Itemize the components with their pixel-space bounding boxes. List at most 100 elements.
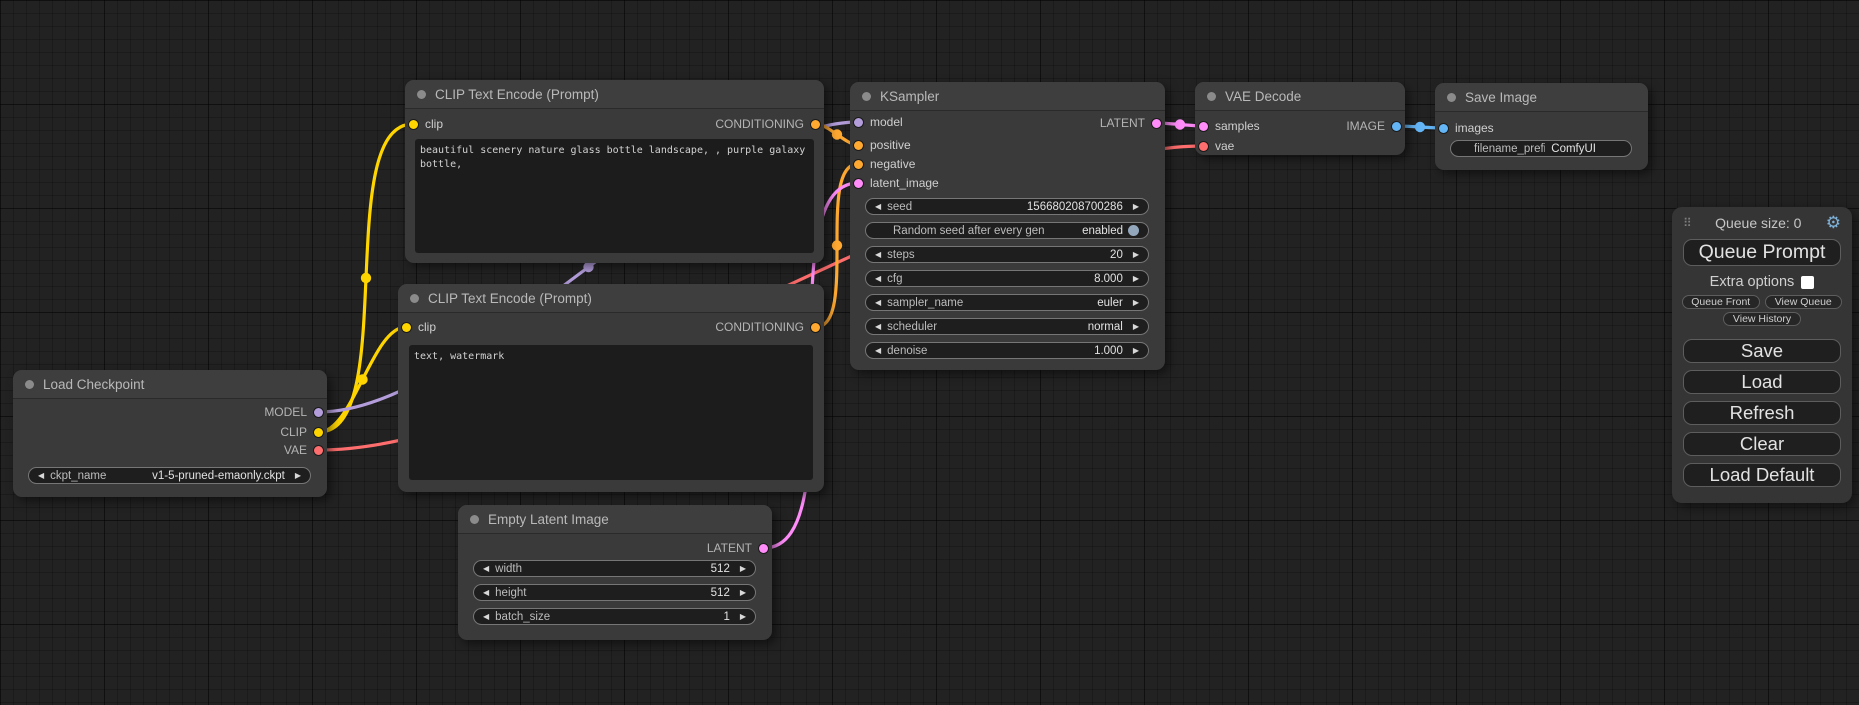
input-port-images[interactable]: images <box>1435 120 1494 136</box>
increment-arrow-icon[interactable]: ▶ <box>739 587 746 597</box>
node-clip-encode-negative[interactable]: CLIP Text Encode (Prompt) clip CONDITIONIN… <box>398 284 824 492</box>
widget-height[interactable]: ◀ height 512 ▶ <box>473 584 756 601</box>
node-collapse-dot[interactable] <box>410 293 419 303</box>
node-collapse-dot[interactable] <box>25 379 34 389</box>
vae-port-dot-icon[interactable] <box>1199 141 1208 151</box>
node-clip-encode-positive[interactable]: CLIP Text Encode (Prompt) clip CONDITIONIN… <box>405 80 824 263</box>
decrement-arrow-icon[interactable]: ◀ <box>875 249 882 259</box>
input-port-label: model <box>870 115 903 129</box>
decrement-arrow-icon[interactable]: ◀ <box>875 273 882 283</box>
clip-port-dot-icon[interactable] <box>402 322 411 332</box>
node-collapse-dot[interactable] <box>1447 92 1456 102</box>
increment-arrow-icon[interactable]: ▶ <box>739 611 746 621</box>
increment-arrow-icon[interactable]: ▶ <box>1132 321 1139 331</box>
output-port-conditioning[interactable]: CONDITIONING <box>715 319 824 335</box>
input-port-clip[interactable]: clip <box>398 319 436 335</box>
toggle-dot-icon[interactable] <box>1128 225 1139 236</box>
output-port-vae[interactable]: VAE <box>284 442 327 458</box>
node-load-checkpoint[interactable]: Load Checkpoint MODEL CLIP VAE ◀ ckpt_name v1-… <box>13 370 327 497</box>
decrement-arrow-icon[interactable]: ◀ <box>483 563 490 573</box>
view-queue-button[interactable]: View Queue <box>1764 295 1842 309</box>
queue-front-button[interactable]: Queue Front <box>1682 295 1760 309</box>
output-port-image[interactable]: IMAGE <box>1346 118 1405 134</box>
widget-seed[interactable]: ◀ seed 156680208700286 ▶ <box>865 198 1149 215</box>
clear-button[interactable]: Clear <box>1683 432 1841 456</box>
load-button[interactable]: Load <box>1683 370 1841 394</box>
input-port-clip[interactable]: clip <box>405 116 443 132</box>
images-port-dot-icon[interactable] <box>1439 123 1448 133</box>
clip-port-dot-icon[interactable] <box>314 427 323 437</box>
increment-arrow-icon[interactable]: ▶ <box>1132 273 1139 283</box>
prompt-textarea[interactable]: beautiful scenery nature glass bottle la… <box>415 139 814 253</box>
latent_image-port-dot-icon[interactable] <box>854 178 863 188</box>
model-port-dot-icon[interactable] <box>854 117 863 127</box>
view-history-button[interactable]: View History <box>1723 312 1801 326</box>
widget-scheduler[interactable]: ◀ scheduler normal ▶ <box>865 318 1149 335</box>
negative-port-dot-icon[interactable] <box>854 159 863 169</box>
output-port-conditioning[interactable]: CONDITIONING <box>715 116 824 132</box>
latent-port-dot-icon[interactable] <box>1152 118 1161 128</box>
node-ksampler[interactable]: KSampler model positive negative latent_imag… <box>850 82 1165 370</box>
widget-sampler_name[interactable]: ◀ sampler_name euler ▶ <box>865 294 1149 311</box>
queue-prompt-button[interactable]: Queue Prompt <box>1683 239 1841 266</box>
decrement-arrow-icon[interactable]: ◀ <box>875 201 882 211</box>
output-port-model[interactable]: MODEL <box>264 404 327 420</box>
input-port-samples[interactable]: samples <box>1195 118 1260 134</box>
image-port-dot-icon[interactable] <box>1392 121 1401 131</box>
increment-arrow-icon[interactable]: ▶ <box>1132 345 1139 355</box>
prompt-textarea[interactable]: text, watermark <box>409 345 813 480</box>
conditioning-port-dot-icon[interactable] <box>811 119 820 129</box>
decrement-arrow-icon[interactable]: ◀ <box>483 587 490 597</box>
save-button[interactable]: Save <box>1683 339 1841 363</box>
node-empty-latent-image[interactable]: Empty Latent Image LATENT ◀ width 512 ▶ ◀ heigh… <box>458 505 772 640</box>
output-port-latent[interactable]: LATENT <box>707 540 772 556</box>
widget-steps[interactable]: ◀ steps 20 ▶ <box>865 246 1149 263</box>
node-save-image[interactable]: Save Image images filename_prefix ComfyUI <box>1435 83 1648 170</box>
node-vae-decode[interactable]: VAE Decode samples vae IMAGE <box>1195 82 1405 155</box>
decrement-arrow-icon[interactable]: ◀ <box>483 611 490 621</box>
increment-arrow-icon[interactable]: ▶ <box>1132 201 1139 211</box>
widget-width[interactable]: ◀ width 512 ▶ <box>473 560 756 577</box>
input-port-positive[interactable]: positive <box>850 137 911 153</box>
widget-filename_prefix[interactable]: filename_prefix ComfyUI <box>1450 140 1632 157</box>
node-collapse-dot[interactable] <box>417 89 426 99</box>
widget-ckpt_name[interactable]: ◀ ckpt_name v1-5-pruned-emaonly.ckpt ▶ <box>28 467 311 484</box>
increment-arrow-icon[interactable]: ▶ <box>739 563 746 573</box>
load-default-button[interactable]: Load Default <box>1683 463 1841 487</box>
increment-arrow-icon[interactable]: ▶ <box>294 470 301 480</box>
input-port-vae[interactable]: vae <box>1195 138 1234 154</box>
output-port-clip[interactable]: CLIP <box>280 424 327 440</box>
input-port-negative[interactable]: negative <box>850 156 915 172</box>
positive-port-dot-icon[interactable] <box>854 140 863 150</box>
settings-gear-icon[interactable]: ⚙ <box>1825 213 1841 232</box>
output-port-latent[interactable]: LATENT <box>1100 115 1165 131</box>
increment-arrow-icon[interactable]: ▶ <box>1132 249 1139 259</box>
latent-port-dot-icon[interactable] <box>759 543 768 553</box>
decrement-arrow-icon[interactable]: ◀ <box>875 297 882 307</box>
decrement-arrow-icon[interactable]: ◀ <box>38 470 45 480</box>
input-port-latent_image[interactable]: latent_image <box>850 175 939 191</box>
widget-batch_size[interactable]: ◀ batch_size 1 ▶ <box>473 608 756 625</box>
input-port-label: latent_image <box>870 176 939 190</box>
model-port-dot-icon[interactable] <box>314 407 323 417</box>
decrement-arrow-icon[interactable]: ◀ <box>875 321 882 331</box>
extra-options-checkbox[interactable] <box>1801 275 1815 289</box>
widget-cfg[interactable]: ◀ cfg 8.000 ▶ <box>865 270 1149 287</box>
widget-denoise[interactable]: ◀ denoise 1.000 ▶ <box>865 342 1149 359</box>
widget-random-seed-after-every-gen[interactable]: Random seed after every gen enabled <box>865 222 1149 239</box>
samples-port-dot-icon[interactable] <box>1199 121 1208 131</box>
input-port-model[interactable]: model <box>850 114 903 130</box>
vae-port-dot-icon[interactable] <box>314 445 323 455</box>
widget-label: sampler_name <box>887 296 964 309</box>
increment-arrow-icon[interactable]: ▶ <box>1132 297 1139 307</box>
link-midpoint-dot <box>1174 119 1186 130</box>
node-collapse-dot[interactable] <box>470 514 479 524</box>
drag-handle-icon[interactable]: ⠿ <box>1683 215 1692 230</box>
clip-port-dot-icon[interactable] <box>409 119 418 129</box>
decrement-arrow-icon[interactable]: ◀ <box>875 345 882 355</box>
refresh-button[interactable]: Refresh <box>1683 401 1841 425</box>
node-collapse-dot[interactable] <box>1207 91 1216 101</box>
conditioning-port-dot-icon[interactable] <box>811 322 820 332</box>
node-collapse-dot[interactable] <box>862 91 871 101</box>
